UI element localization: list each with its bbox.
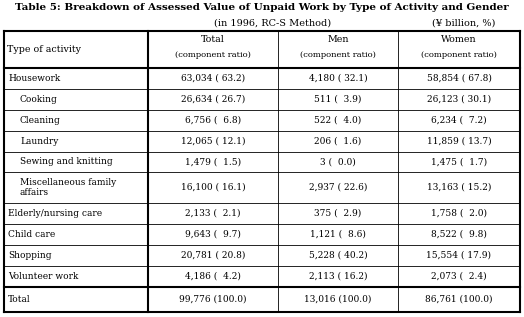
Text: 15,554 ( 17.9): 15,554 ( 17.9) — [427, 251, 492, 260]
Text: Men: Men — [328, 36, 349, 44]
Text: (component ratio): (component ratio) — [300, 51, 376, 59]
Text: Elderly/nursing care: Elderly/nursing care — [8, 209, 102, 218]
Text: 2,937 ( 22.6): 2,937 ( 22.6) — [309, 183, 367, 192]
Text: 4,186 (  4.2): 4,186 ( 4.2) — [185, 272, 241, 281]
Text: Table 5: Breakdown of Assessed Value of Unpaid Work by Type of Activity and Gend: Table 5: Breakdown of Assessed Value of … — [15, 3, 509, 12]
Text: (¥ billion, %): (¥ billion, %) — [432, 19, 496, 28]
Text: Child care: Child care — [8, 230, 55, 239]
Text: (component ratio): (component ratio) — [421, 51, 497, 59]
Text: 63,034 ( 63.2): 63,034 ( 63.2) — [181, 74, 245, 83]
Text: 11,859 ( 13.7): 11,859 ( 13.7) — [427, 137, 492, 146]
Text: Cooking: Cooking — [20, 95, 58, 104]
Text: 99,776 (100.0): 99,776 (100.0) — [179, 295, 247, 304]
Text: 4,180 ( 32.1): 4,180 ( 32.1) — [309, 74, 367, 83]
Text: 2,113 ( 16.2): 2,113 ( 16.2) — [309, 272, 367, 281]
Text: 12,065 ( 12.1): 12,065 ( 12.1) — [181, 137, 245, 146]
Text: 8,522 (  9.8): 8,522 ( 9.8) — [431, 230, 487, 239]
Text: 522 (  4.0): 522 ( 4.0) — [314, 116, 362, 125]
Text: 13,016 (100.0): 13,016 (100.0) — [304, 295, 372, 304]
Text: 511 (  3.9): 511 ( 3.9) — [314, 95, 362, 104]
Text: 1,475 (  1.7): 1,475 ( 1.7) — [431, 158, 487, 166]
Text: 2,073 (  2.4): 2,073 ( 2.4) — [431, 272, 487, 281]
Text: (component ratio): (component ratio) — [175, 51, 251, 59]
Text: 16,100 ( 16.1): 16,100 ( 16.1) — [181, 183, 245, 192]
Text: Cleaning: Cleaning — [20, 116, 61, 125]
Text: 3 (  0.0): 3 ( 0.0) — [320, 158, 356, 166]
Text: Housework: Housework — [8, 74, 60, 83]
Text: Volunteer work: Volunteer work — [8, 272, 79, 281]
Text: 9,643 (  9.7): 9,643 ( 9.7) — [185, 230, 241, 239]
Text: Women: Women — [441, 36, 477, 44]
Text: 6,234 (  7.2): 6,234 ( 7.2) — [431, 116, 487, 125]
Text: (in 1996, RC-S Method): (in 1996, RC-S Method) — [214, 19, 332, 28]
Text: 20,781 ( 20.8): 20,781 ( 20.8) — [181, 251, 245, 260]
Text: 1,479 (  1.5): 1,479 ( 1.5) — [185, 158, 241, 166]
Text: Sewing and knitting: Sewing and knitting — [20, 158, 113, 166]
Text: 6,756 (  6.8): 6,756 ( 6.8) — [185, 116, 241, 125]
Text: Laundry: Laundry — [20, 137, 58, 146]
Text: 206 (  1.6): 206 ( 1.6) — [314, 137, 362, 146]
Text: 58,854 ( 67.8): 58,854 ( 67.8) — [427, 74, 492, 83]
Text: 2,133 (  2.1): 2,133 ( 2.1) — [185, 209, 241, 218]
Text: 1,121 (  8.6): 1,121 ( 8.6) — [310, 230, 366, 239]
Text: Total: Total — [201, 36, 225, 44]
Text: 5,228 ( 40.2): 5,228 ( 40.2) — [309, 251, 367, 260]
Text: 1,758 (  2.0): 1,758 ( 2.0) — [431, 209, 487, 218]
Text: 13,163 ( 15.2): 13,163 ( 15.2) — [427, 183, 491, 192]
Text: 26,123 ( 30.1): 26,123 ( 30.1) — [427, 95, 491, 104]
Text: 26,634 ( 26.7): 26,634 ( 26.7) — [181, 95, 245, 104]
Text: Miscellaneous family
affairs: Miscellaneous family affairs — [20, 178, 116, 197]
Text: Shopping: Shopping — [8, 251, 51, 260]
Text: 86,761 (100.0): 86,761 (100.0) — [425, 295, 493, 304]
Text: Total: Total — [8, 295, 30, 304]
Text: 375 (  2.9): 375 ( 2.9) — [314, 209, 362, 218]
Text: Type of activity: Type of activity — [7, 45, 81, 54]
